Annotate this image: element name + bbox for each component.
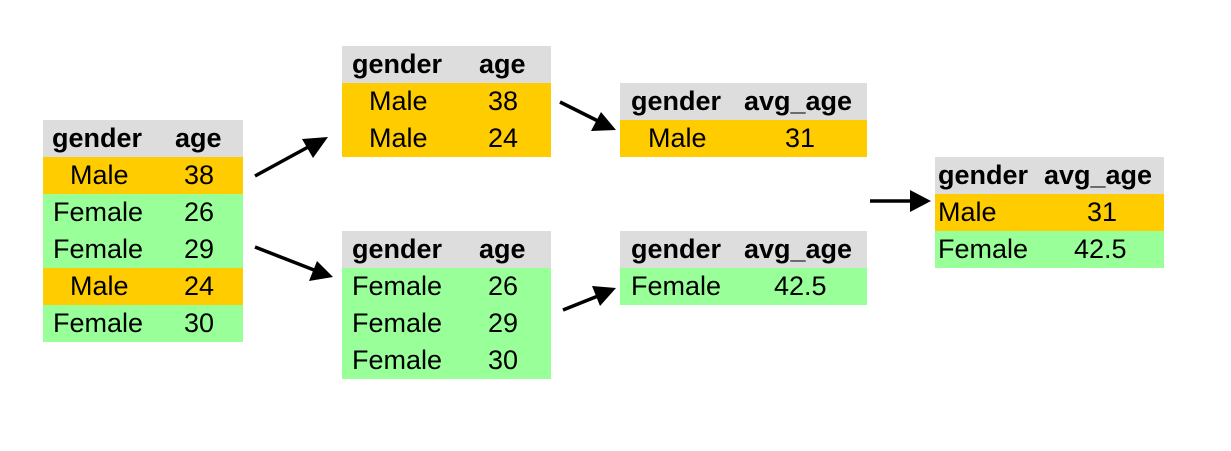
source-table-header: gender age [43,120,243,157]
cell-gender: Male [938,197,997,227]
cell-age: 30 [184,308,215,338]
table-row: Male 24 [342,120,551,157]
table-row: Male 31 [935,194,1164,231]
table-row: Male 38 [43,157,243,194]
cell-gender: Male [369,123,428,153]
cell-age: 38 [184,160,215,190]
female-group-table: gender age Female 26 Female 29 Female 30 [342,231,551,379]
arrow-to-female-summary [562,294,599,312]
table-row: Female 29 [342,305,551,342]
header-gender: gender [938,160,1029,190]
cell-avg-age: 42.5 [1074,234,1127,264]
header-gender: gender [352,234,443,264]
female-summary-table: gender avg_age Female 42.5 [620,231,867,305]
male-group-table: gender age Male 38 Male 24 [342,46,551,157]
cell-gender: Female [53,197,144,227]
cell-gender: Female [631,271,722,301]
cell-gender: Female [938,234,1029,264]
cell-avg-age: 42.5 [774,271,827,301]
table-row: Female 26 [342,268,551,305]
cell-age: 29 [488,308,519,338]
cell-age: 26 [184,197,215,227]
table-row: Female 30 [342,342,551,379]
table-row: Female 42.5 [620,268,867,305]
table-row: Female 30 [43,305,243,342]
arrow-to-female-summary-head [592,286,616,306]
cell-age: 29 [184,234,215,264]
header-avg-age: avg_age [744,86,853,116]
cell-gender: Female [352,308,443,338]
male-summary-table: gender avg_age Male 31 [620,83,867,157]
male-summary-header: gender avg_age [620,83,867,120]
header-age: age [175,123,222,153]
cell-avg-age: 31 [1087,197,1118,227]
cell-gender: Female [53,308,144,338]
cell-gender: Female [53,234,144,264]
arrow-to-female-group-head [309,261,333,281]
arrow-to-combined-head [910,190,931,212]
arrow-to-male-group-head [302,137,328,158]
header-gender: gender [631,234,722,264]
cell-gender: Male [648,123,707,153]
arrow-to-male-group [254,144,311,178]
cell-age: 24 [488,123,519,153]
arrow-to-male-summary-head [591,112,616,131]
cell-gender: Male [369,86,428,116]
table-row: Male 24 [43,268,243,305]
cell-age: 26 [488,271,519,301]
cell-gender: Female [352,271,443,301]
arrow-to-female-group [254,245,315,272]
header-avg-age: avg_age [744,234,853,264]
cell-gender: Male [70,160,129,190]
table-row: Male 38 [342,83,551,120]
header-avg-age: avg_age [1044,160,1153,190]
female-group-header: gender age [342,231,551,268]
cell-gender: Male [70,271,129,301]
header-age: age [479,234,526,264]
arrow-to-male-summary [559,100,599,123]
cell-avg-age: 31 [785,123,816,153]
header-age: age [479,49,526,79]
cell-gender: Female [352,345,443,375]
table-row: Female 29 [43,231,243,268]
source-table: gender age Male 38 Female 26 Female 29 M… [43,120,243,342]
table-row: Female 26 [43,194,243,231]
combined-result-header: gender avg_age [935,157,1164,194]
header-gender: gender [352,49,443,79]
header-gender: gender [52,123,143,153]
table-row: Male 31 [620,120,867,157]
table-row: Female 42.5 [935,231,1164,268]
female-summary-header: gender avg_age [620,231,867,268]
male-group-header: gender age [342,46,551,83]
cell-age: 30 [488,345,519,375]
combined-result-table: gender avg_age Male 31 Female 42.5 [935,157,1164,268]
cell-age: 24 [184,271,215,301]
header-gender: gender [631,86,722,116]
cell-age: 38 [488,86,519,116]
